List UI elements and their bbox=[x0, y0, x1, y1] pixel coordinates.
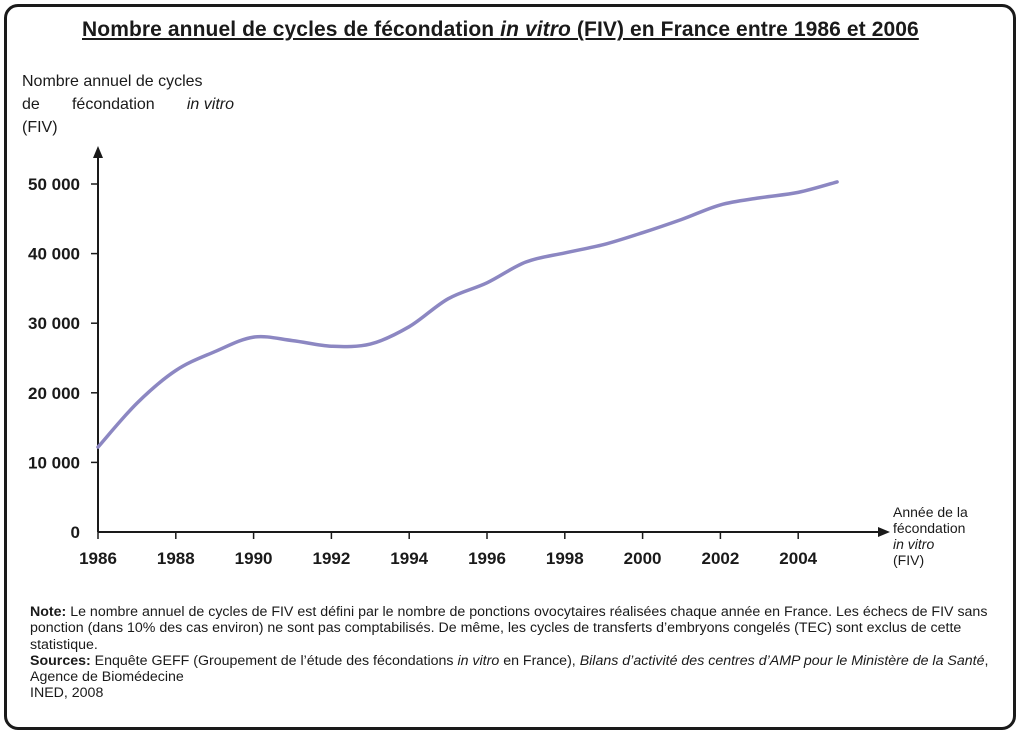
x-tick-label: 1986 bbox=[79, 549, 117, 568]
x-tick-label: 2004 bbox=[779, 549, 817, 568]
sources-paragraph: Sources: Enquête GEFF (Groupement de l’é… bbox=[30, 653, 990, 686]
sources-label: Sources: bbox=[30, 652, 91, 669]
credit-line: INED, 2008 bbox=[30, 685, 104, 702]
y-tick-label: 10 000 bbox=[28, 453, 80, 472]
chart-frame bbox=[4, 4, 1016, 730]
y-axis-arrow bbox=[93, 146, 103, 158]
sources-italic-2: Bilans d’activité des centres d’AMP pour… bbox=[579, 652, 985, 669]
y-tick-label: 20 000 bbox=[28, 384, 80, 403]
x-tick-label: 1994 bbox=[390, 549, 428, 568]
sources-italic-1: in vitro bbox=[457, 652, 500, 669]
x-tick-label: 1990 bbox=[235, 549, 273, 568]
x-tick-label: 1998 bbox=[546, 549, 584, 568]
y-axis-label-line1: Nombre annuel de cycles bbox=[22, 73, 203, 90]
x-axis-arrow bbox=[878, 527, 890, 537]
y-axis-label-italic: in vitro bbox=[186, 96, 234, 113]
chart-title: Nombre annuel de cycles de fécondation i… bbox=[82, 18, 919, 42]
x-axis-label-line1: Année de la bbox=[893, 504, 968, 520]
x-axis-label-line3: in vitro bbox=[893, 536, 935, 552]
y-tick-label: 30 000 bbox=[28, 314, 80, 333]
sources-text-1: Enquête GEFF (Groupement de l’étude des … bbox=[90, 652, 458, 669]
x-tick-label: 2000 bbox=[624, 549, 662, 568]
note-text: Le nombre annuel de cycles de FIV est dé… bbox=[30, 604, 988, 653]
series-line bbox=[96, 180, 839, 449]
x-axis-label: Année de la fécondation in vitro (FIV) bbox=[893, 504, 968, 568]
x-tick-label: 1988 bbox=[157, 549, 195, 568]
x-tick-label: 2002 bbox=[701, 549, 739, 568]
notes-block: Note: Le nombre annuel de cycles de FIV … bbox=[30, 604, 990, 702]
y-tick-label: 50 000 bbox=[28, 175, 80, 194]
y-tick-label: 0 bbox=[71, 523, 80, 542]
y-axis-label-line2: de fécondation in vitro bbox=[22, 93, 234, 116]
title-text-end: (FIV) en France entre 1986 et 2006 bbox=[570, 18, 919, 41]
sources-text-3: , Agence de Biomédecine bbox=[30, 652, 989, 686]
title-text-italic: in vitro bbox=[500, 18, 571, 41]
sources-text-2: en France), bbox=[499, 652, 580, 669]
x-tick-label: 1996 bbox=[468, 549, 506, 568]
title-text-start: Nombre annuel de cycles de fécondation bbox=[82, 18, 501, 41]
x-tick-label: 1992 bbox=[312, 549, 350, 568]
note-paragraph: Note: Le nombre annuel de cycles de FIV … bbox=[30, 604, 990, 653]
note-label: Note: bbox=[30, 604, 67, 620]
y-axis-label-word-fecondation: fécondation bbox=[71, 96, 155, 113]
y-axis-label: Nombre annuel de cycles de fécondation i… bbox=[22, 70, 252, 139]
x-axis-label-line4: (FIV) bbox=[893, 552, 925, 568]
x-axis-label-line2: fécondation bbox=[893, 520, 966, 536]
y-axis-label-line3: (FIV) bbox=[22, 119, 58, 136]
y-tick-label: 40 000 bbox=[28, 245, 80, 264]
y-axis-label-word-de: de bbox=[22, 96, 40, 113]
